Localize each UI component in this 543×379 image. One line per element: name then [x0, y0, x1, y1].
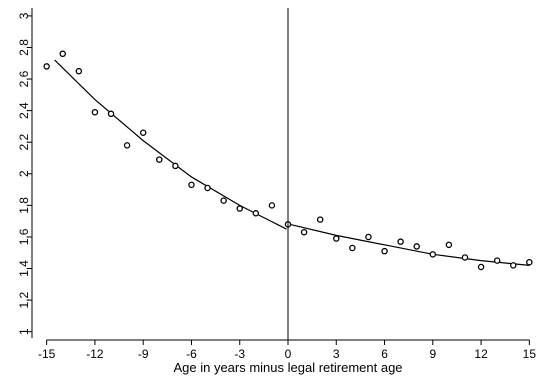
fit-line-1 — [54, 59, 287, 230]
y-tick-label: 2.4 — [17, 102, 31, 119]
data-point — [123, 142, 131, 149]
x-axis-label: Age in years minus legal retirement age — [173, 360, 402, 375]
data-point — [204, 184, 211, 192]
y-tick-label: 2.2 — [17, 134, 31, 151]
x-tick-label: -3 — [234, 347, 245, 361]
x-tick-label: -15 — [38, 347, 56, 361]
y-tick-label: 1.6 — [17, 228, 31, 245]
data-point — [300, 228, 308, 236]
y-tick-label: 3 — [17, 12, 31, 19]
y-tick-label: 2 — [17, 170, 31, 177]
data-point — [75, 67, 83, 75]
x-tick-label: -6 — [186, 347, 197, 361]
data-point — [188, 181, 195, 189]
data-point — [59, 50, 66, 58]
data-point — [156, 156, 163, 163]
data-point — [526, 258, 533, 266]
data-point — [445, 241, 453, 249]
data-point — [236, 205, 243, 212]
x-tick-label: 0 — [285, 347, 292, 361]
fit-line-2 — [289, 223, 530, 266]
fit-lines — [54, 59, 530, 266]
y-tick-label: 1.2 — [17, 291, 31, 308]
x-tick-label: -9 — [138, 347, 149, 361]
x-axis: -15 -12 -9 -6 -3 0 3 6 9 12 15 — [38, 339, 537, 361]
y-tick-label: 2.6 — [17, 70, 31, 87]
x-tick-label: 3 — [333, 347, 340, 361]
data-point — [91, 108, 99, 116]
x-tick-label: -12 — [86, 347, 104, 361]
data-point — [107, 110, 115, 118]
data-point — [461, 254, 469, 261]
data-points — [43, 50, 533, 271]
y-tick-label: 1 — [17, 328, 31, 335]
data-point — [316, 216, 324, 223]
data-point — [477, 263, 485, 271]
data-point — [268, 202, 276, 209]
y-tick-label: 1.4 — [17, 260, 31, 277]
data-point — [365, 233, 372, 241]
data-point — [349, 244, 356, 252]
y-tick-label: 2.8 — [17, 39, 31, 56]
x-tick-label: 12 — [474, 347, 488, 361]
data-point — [172, 162, 179, 170]
data-point — [220, 197, 227, 204]
x-tick-label: 6 — [381, 347, 388, 361]
data-point — [413, 243, 420, 250]
y-axis: 1 1.2 1.4 1.6 1.8 2 2.2 2.4 2.6 2.8 3 — [17, 8, 33, 338]
data-point — [139, 129, 147, 136]
data-point — [252, 210, 260, 217]
y-tick-label: 1.8 — [17, 197, 31, 214]
data-point — [333, 235, 340, 242]
data-point — [43, 63, 50, 70]
data-point — [381, 247, 388, 255]
data-point — [510, 262, 517, 269]
data-point — [397, 238, 404, 245]
x-tick-label: 15 — [523, 347, 537, 361]
x-tick-label: 9 — [429, 347, 436, 361]
data-point — [429, 251, 437, 258]
data-point — [493, 257, 501, 264]
